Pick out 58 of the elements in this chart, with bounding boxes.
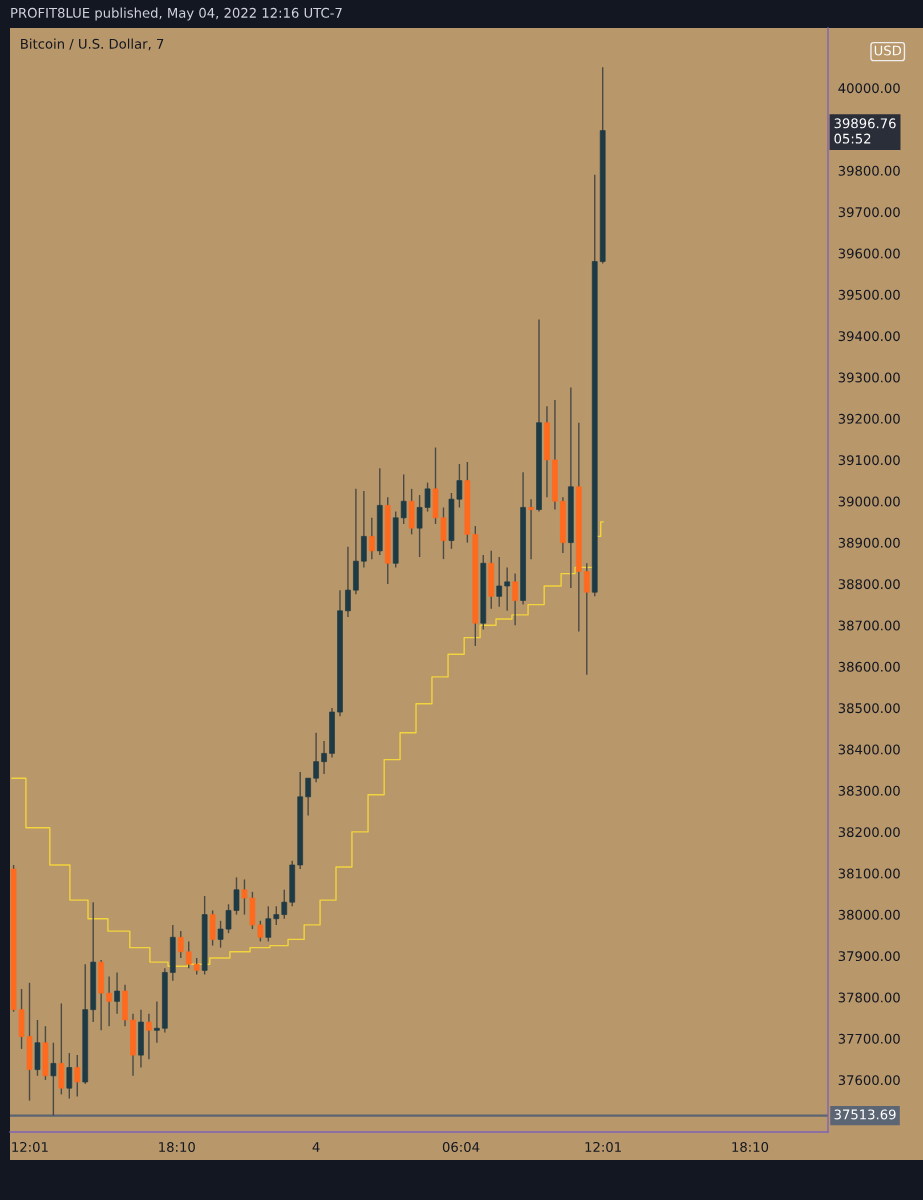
candlestick (313, 732, 319, 784)
y-tick-label: 39400.00 (838, 331, 900, 342)
y-tick-label: 38000.00 (838, 909, 900, 920)
y-tick-label: 39000.00 (838, 496, 900, 507)
y-tick-label: 37800.00 (838, 992, 900, 1003)
y-tick-label: 39700.00 (838, 207, 900, 218)
x-tick-label: 12:01 (12, 1141, 48, 1152)
y-tick-label: 38800.00 (838, 579, 900, 590)
x-tick-label: 4 (312, 1142, 320, 1152)
candlestick (345, 546, 351, 618)
candlestick (66, 1052, 73, 1100)
candlestick (185, 940, 192, 970)
candlestick (504, 566, 510, 612)
y-tick-label: 38900.00 (838, 537, 900, 548)
x-tick-label: 18:10 (159, 1141, 195, 1152)
y-tick-label: 38300.00 (838, 785, 900, 796)
text: PROFIT8LUE published, May 04, 2022 12:16 UTC-7 (11, 7, 342, 21)
candlestick (512, 572, 518, 626)
candlestick (321, 740, 327, 775)
candlestick (114, 971, 120, 1015)
candlestick (74, 1054, 81, 1098)
y-tick-label: 38700.00 (838, 620, 900, 631)
y-tick-label: 39100.00 (838, 455, 900, 466)
x-tick-label: 06:04 (442, 1141, 480, 1152)
candlestick (583, 562, 590, 676)
ref-line-label: 37513.69 (834, 1109, 896, 1120)
x-tick-label: 12:01 (585, 1141, 621, 1152)
candlestick (154, 1000, 160, 1044)
candlestick (305, 777, 311, 817)
y-tick-label: 39800.00 (838, 165, 900, 176)
candlestick (496, 556, 503, 608)
y-axis-title: USD (874, 45, 902, 56)
y-tick-label: 39300.00 (838, 372, 900, 383)
x-tick-label: 18:10 (732, 1141, 769, 1152)
y-tick-label: 39200.00 (838, 413, 900, 424)
candlestick (177, 930, 184, 959)
y-tick-label: 37700.00 (838, 1033, 900, 1044)
candlestick (273, 905, 280, 926)
y-tick-label: 38200.00 (838, 827, 900, 838)
y-tick-label: 40000.00 (838, 83, 900, 94)
y-tick-label: 38500.00 (838, 703, 900, 714)
y-tick-label: 38400.00 (838, 744, 900, 755)
candlestick (281, 889, 288, 920)
candlestick (146, 1013, 152, 1060)
y-tick-label: 38100.00 (838, 868, 900, 879)
candlestick (400, 473, 407, 525)
text: Bitcoin / U.S. Dollar, 7 (21, 38, 164, 51)
y-tick-label: 38600.00 (838, 661, 900, 672)
y-tick-label: 39600.00 (838, 248, 900, 259)
candlestick (369, 517, 375, 560)
y-tick-label: 37900.00 (838, 951, 900, 962)
candlestick (106, 975, 112, 1027)
text: 39896.76 05:52 (834, 118, 896, 144)
candlestick (528, 498, 534, 560)
y-tick-label: 39500.00 (838, 289, 900, 300)
candlestick (265, 905, 272, 943)
y-tick-label: 37600.00 (838, 1075, 900, 1086)
candlestick (50, 1042, 57, 1117)
